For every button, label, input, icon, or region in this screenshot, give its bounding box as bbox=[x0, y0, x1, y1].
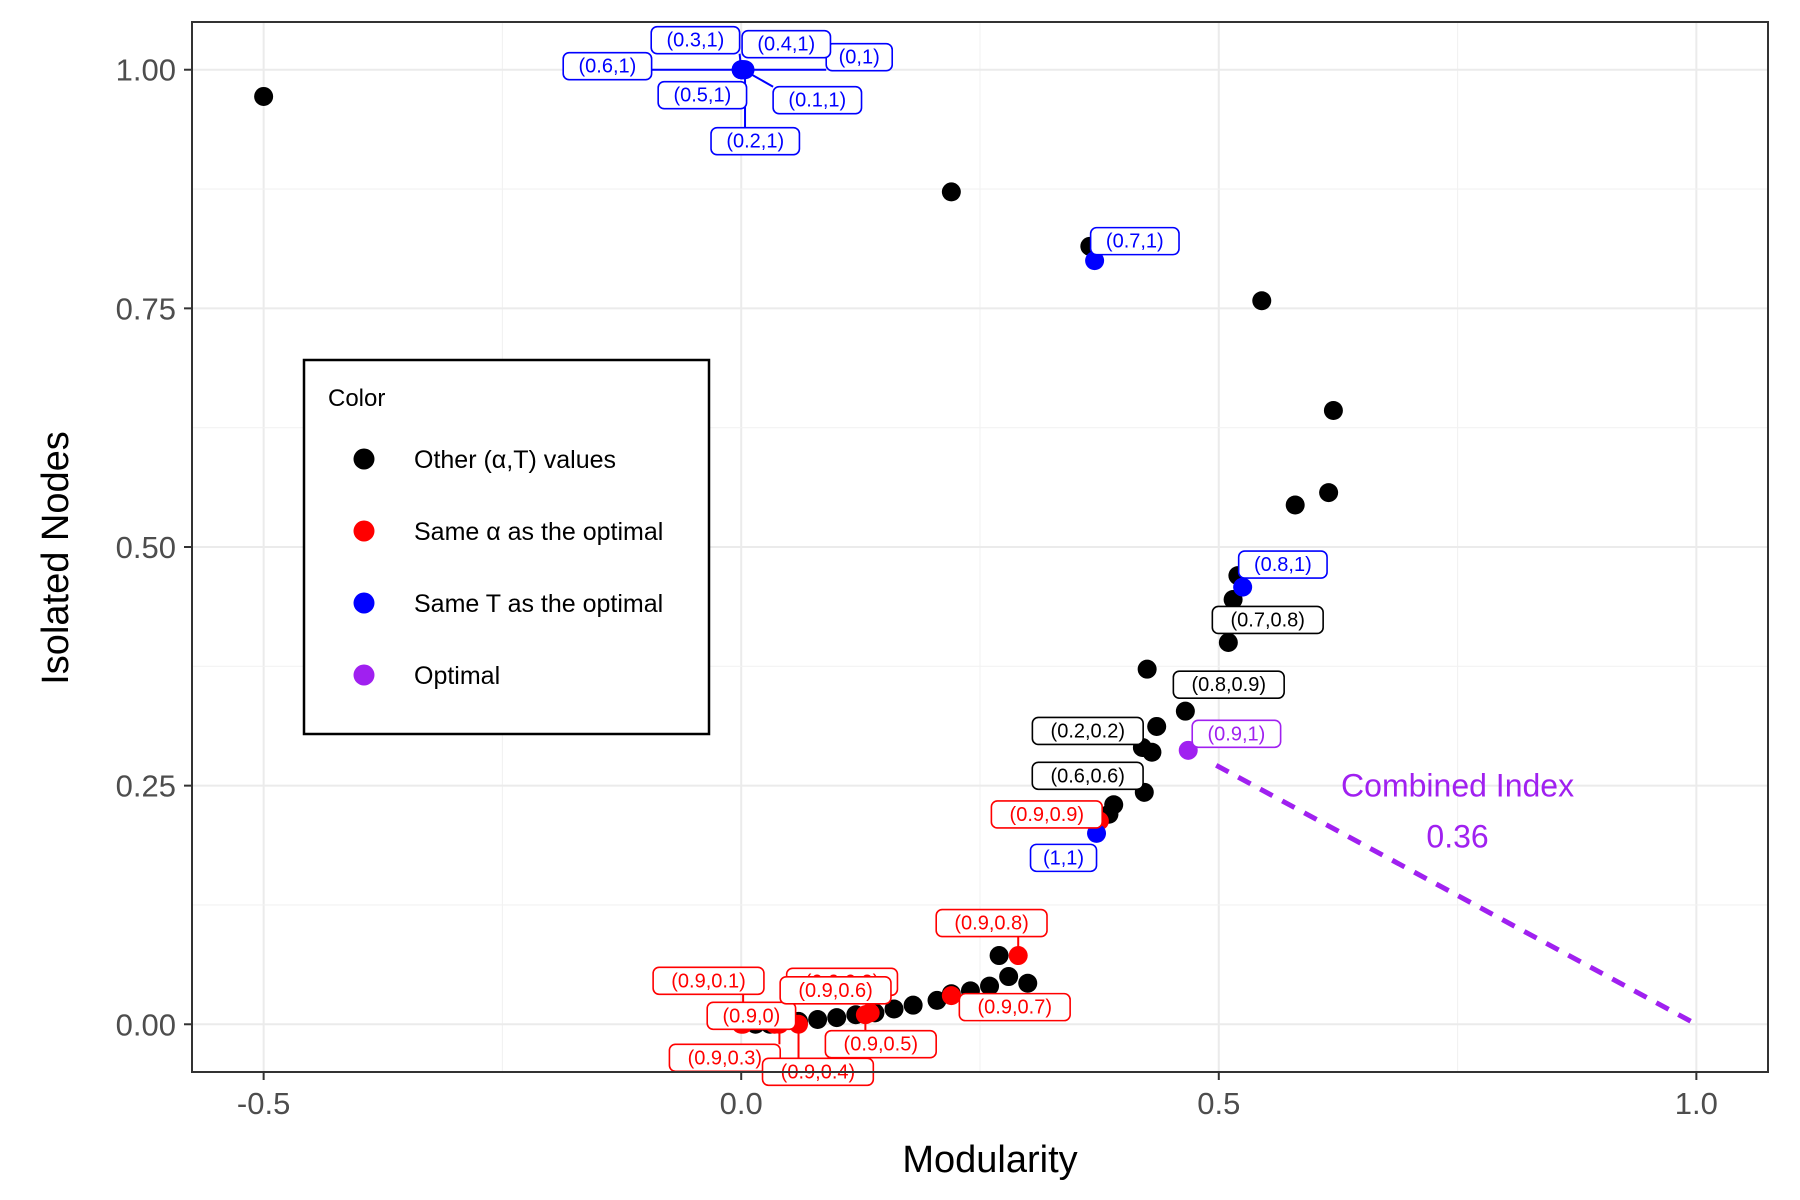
x-tick-label: 0.0 bbox=[720, 1086, 763, 1121]
point-label: (0.9,0.7) bbox=[978, 997, 1052, 1019]
y-tick-label: 0.00 bbox=[116, 1007, 176, 1042]
legend-swatch-optimal bbox=[353, 664, 375, 686]
combined-index-line-group bbox=[1215, 763, 1698, 1027]
combined-index-line bbox=[1215, 763, 1698, 1027]
combined-index-annotation: Combined Index 0.36 bbox=[1341, 768, 1574, 855]
point-label: (0.5,1) bbox=[673, 85, 731, 107]
point-label-box bbox=[652, 966, 765, 996]
point-label: (1,1) bbox=[1043, 847, 1084, 869]
point-other bbox=[1319, 483, 1339, 503]
point-label: (0.8,1) bbox=[1254, 554, 1312, 576]
point-label: (0.3,1) bbox=[667, 30, 725, 52]
point-label: (0.9,0.5) bbox=[844, 1034, 918, 1056]
legend-swatch-other bbox=[353, 448, 375, 470]
point-same-alpha bbox=[941, 986, 961, 1006]
point-other bbox=[980, 976, 1000, 996]
point-label-box bbox=[779, 976, 892, 1005]
point-other bbox=[1175, 701, 1195, 721]
y-tick-label: 0.25 bbox=[116, 769, 176, 804]
point-label-box bbox=[990, 800, 1103, 829]
point-other bbox=[808, 1010, 828, 1029]
point-label: (0.2,1) bbox=[726, 131, 784, 153]
point-same-alpha bbox=[1008, 946, 1028, 966]
point-other bbox=[999, 967, 1019, 987]
point-label: (0.9,0.1) bbox=[671, 970, 745, 992]
point-label: (0.4,1) bbox=[757, 34, 815, 56]
y-axis-title: Isolated Nodes bbox=[35, 431, 77, 685]
legend-label: Same T as the optimal bbox=[414, 590, 663, 618]
point-label: (0.9,0.6) bbox=[798, 980, 872, 1002]
point-other bbox=[1142, 742, 1162, 762]
point-label: (0.9,1) bbox=[1208, 723, 1266, 745]
combined-index-title: Combined Index bbox=[1341, 768, 1574, 804]
x-axis-title: Modularity bbox=[902, 1139, 1077, 1181]
legend: Color Other (α,T) values Same α as the op… bbox=[302, 358, 711, 736]
point-label: (0,1) bbox=[839, 47, 880, 69]
point-label-box bbox=[710, 126, 801, 156]
point-other bbox=[1018, 973, 1038, 993]
point-label-box bbox=[1031, 716, 1144, 746]
point-other bbox=[1323, 401, 1343, 420]
point-other bbox=[1218, 632, 1238, 652]
legend-label: Same α as the optimal bbox=[414, 518, 663, 546]
point-other bbox=[1147, 716, 1167, 736]
point-label-box bbox=[657, 80, 748, 110]
legend-title: Color bbox=[328, 385, 385, 412]
legend-label: Other (α,T) values bbox=[414, 446, 616, 474]
x-tick-label: 1.0 bbox=[1675, 1086, 1718, 1121]
y-tick-label: 1.00 bbox=[116, 53, 176, 88]
point-label-box bbox=[650, 25, 741, 55]
x-tick-label: 0.5 bbox=[1197, 1086, 1240, 1121]
point-label-box bbox=[935, 908, 1048, 938]
point-label-box bbox=[1089, 226, 1180, 256]
point-label-box bbox=[1237, 550, 1328, 579]
point-other bbox=[1137, 659, 1157, 679]
point-label: (0.1,1) bbox=[788, 90, 846, 112]
point-other bbox=[989, 946, 1009, 966]
point-other bbox=[884, 999, 904, 1019]
axes: -0.5 0.0 0.5 1.0 0.00 0.25 0.50 0.75 1.00 bbox=[116, 53, 1718, 1121]
point-label: (0.9,0.9) bbox=[1010, 804, 1084, 826]
point-label-box bbox=[1191, 719, 1282, 749]
point-label-box bbox=[741, 29, 832, 59]
point-other bbox=[1285, 495, 1305, 515]
point-same-alpha bbox=[860, 1003, 880, 1023]
point-other bbox=[927, 990, 947, 1010]
point-label-box bbox=[562, 51, 653, 81]
legend-swatch-same-t bbox=[353, 592, 375, 614]
point-label: (0.9,0) bbox=[723, 1005, 781, 1027]
point-label-box bbox=[1029, 843, 1098, 873]
point-label-box bbox=[1031, 761, 1144, 791]
combined-index-value: 0.36 bbox=[1426, 819, 1488, 855]
point-label: (0.6,0.6) bbox=[1050, 765, 1124, 787]
point-other bbox=[941, 182, 961, 202]
point-label: (0.9,0.8) bbox=[954, 913, 1028, 935]
point-other bbox=[903, 995, 923, 1015]
legend-swatch-same-alpha bbox=[353, 520, 375, 542]
legend-label: Optimal bbox=[414, 662, 500, 690]
point-label: (0.6,1) bbox=[579, 56, 637, 78]
point-label-box bbox=[706, 1001, 797, 1031]
y-tick-label: 0.75 bbox=[116, 291, 176, 326]
point-label: (0.2,0.2) bbox=[1051, 720, 1125, 742]
point-label: (0.7,0.8) bbox=[1230, 609, 1304, 631]
point-label-box bbox=[772, 85, 863, 115]
point-label: (0.9,0.3) bbox=[688, 1047, 762, 1069]
point-same-t bbox=[1233, 577, 1253, 597]
point-label: (0.8,0.9) bbox=[1192, 674, 1266, 696]
y-tick-label: 0.50 bbox=[116, 530, 176, 565]
point-other bbox=[827, 1008, 847, 1028]
point-label-box bbox=[824, 1029, 937, 1059]
x-tick-label: -0.5 bbox=[237, 1086, 290, 1121]
point-other bbox=[1252, 291, 1272, 311]
point-label-box bbox=[958, 992, 1071, 1022]
point-other bbox=[254, 86, 274, 106]
point-label: (0.7,1) bbox=[1106, 231, 1164, 253]
point-label-box bbox=[1172, 670, 1285, 699]
point-same-t bbox=[1085, 251, 1105, 271]
point-label-box bbox=[1211, 605, 1324, 635]
point-same-t bbox=[731, 60, 751, 80]
